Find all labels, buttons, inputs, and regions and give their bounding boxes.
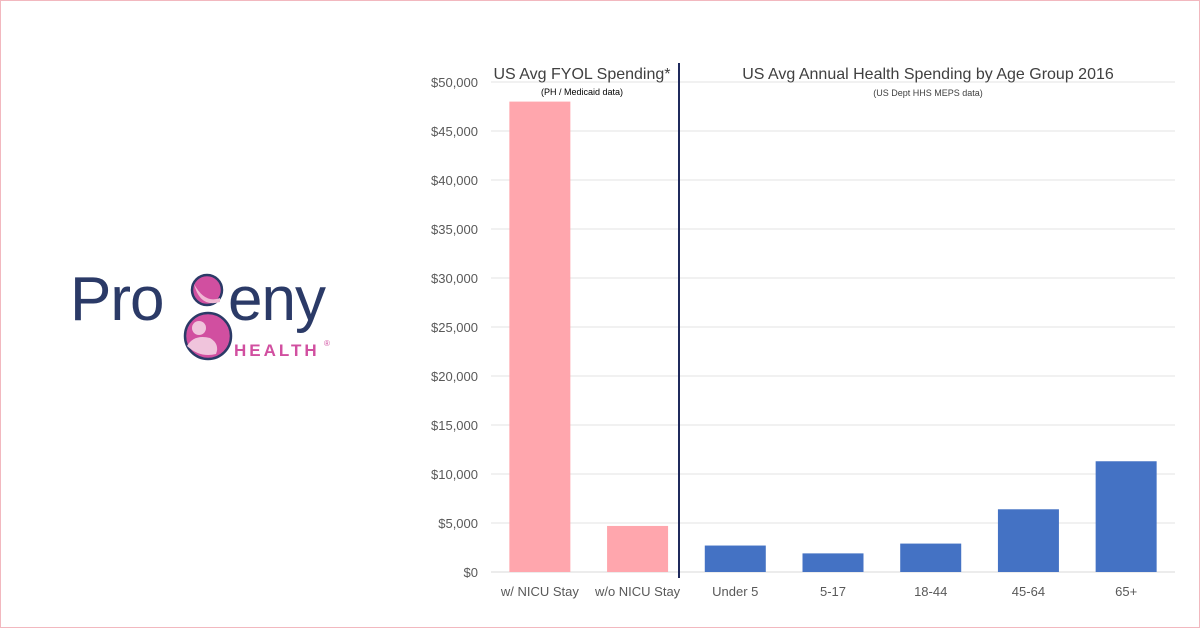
x-tick-label: 18-44 xyxy=(914,584,947,599)
panel-subtitle-fyol: (PH / Medicaid data) xyxy=(541,87,623,97)
logo-baby-head-icon xyxy=(192,321,206,335)
x-tick-label: Under 5 xyxy=(712,584,758,599)
y-tick-label: $15,000 xyxy=(431,418,478,433)
bar-w-o-nicu-stay xyxy=(607,525,669,572)
progeny-health-logo: Pro eny HEALTH ® xyxy=(70,265,330,361)
bar-under-5 xyxy=(704,545,766,572)
y-tick-label: $20,000 xyxy=(431,369,478,384)
y-tick-label: $45,000 xyxy=(431,124,478,139)
y-tick-label: $50,000 xyxy=(431,75,478,90)
logo-baby-body-icon xyxy=(187,337,218,355)
bar-w-nicu-stay xyxy=(509,101,571,572)
panel-title-age-group: US Avg Annual Health Spending by Age Gro… xyxy=(742,66,1114,83)
x-tick-label: 45-64 xyxy=(1012,584,1045,599)
y-tick-label: $0 xyxy=(464,565,478,580)
logo-mother-icon xyxy=(194,284,220,304)
x-tick-label: w/ NICU Stay xyxy=(500,584,580,599)
logo-text-pro: Pro xyxy=(70,265,163,334)
y-tick-label: $35,000 xyxy=(431,222,478,237)
logo-registered-mark: ® xyxy=(324,339,330,348)
y-tick-label: $10,000 xyxy=(431,467,478,482)
panel-subtitle-age-group: (US Dept HHS MEPS data) xyxy=(873,88,983,98)
x-tick-label: 65+ xyxy=(1115,584,1137,599)
y-tick-label: $25,000 xyxy=(431,320,478,335)
x-tick-label: w/o NICU Stay xyxy=(594,584,681,599)
bar-5-17 xyxy=(802,553,864,572)
logo-small-circle-icon xyxy=(190,273,224,307)
bar-18-44 xyxy=(900,543,962,572)
bar-45-64 xyxy=(997,509,1059,572)
y-tick-label: $30,000 xyxy=(431,271,478,286)
x-tick-label: 5-17 xyxy=(820,584,846,599)
logo-health-text: HEALTH xyxy=(234,341,320,360)
y-tick-label: $40,000 xyxy=(431,173,478,188)
y-tick-label: $5,000 xyxy=(438,516,478,531)
logo-text-eny: eny xyxy=(228,265,326,334)
bar-65- xyxy=(1095,461,1157,572)
panel-title-fyol: US Avg FYOL Spending* xyxy=(494,66,671,83)
